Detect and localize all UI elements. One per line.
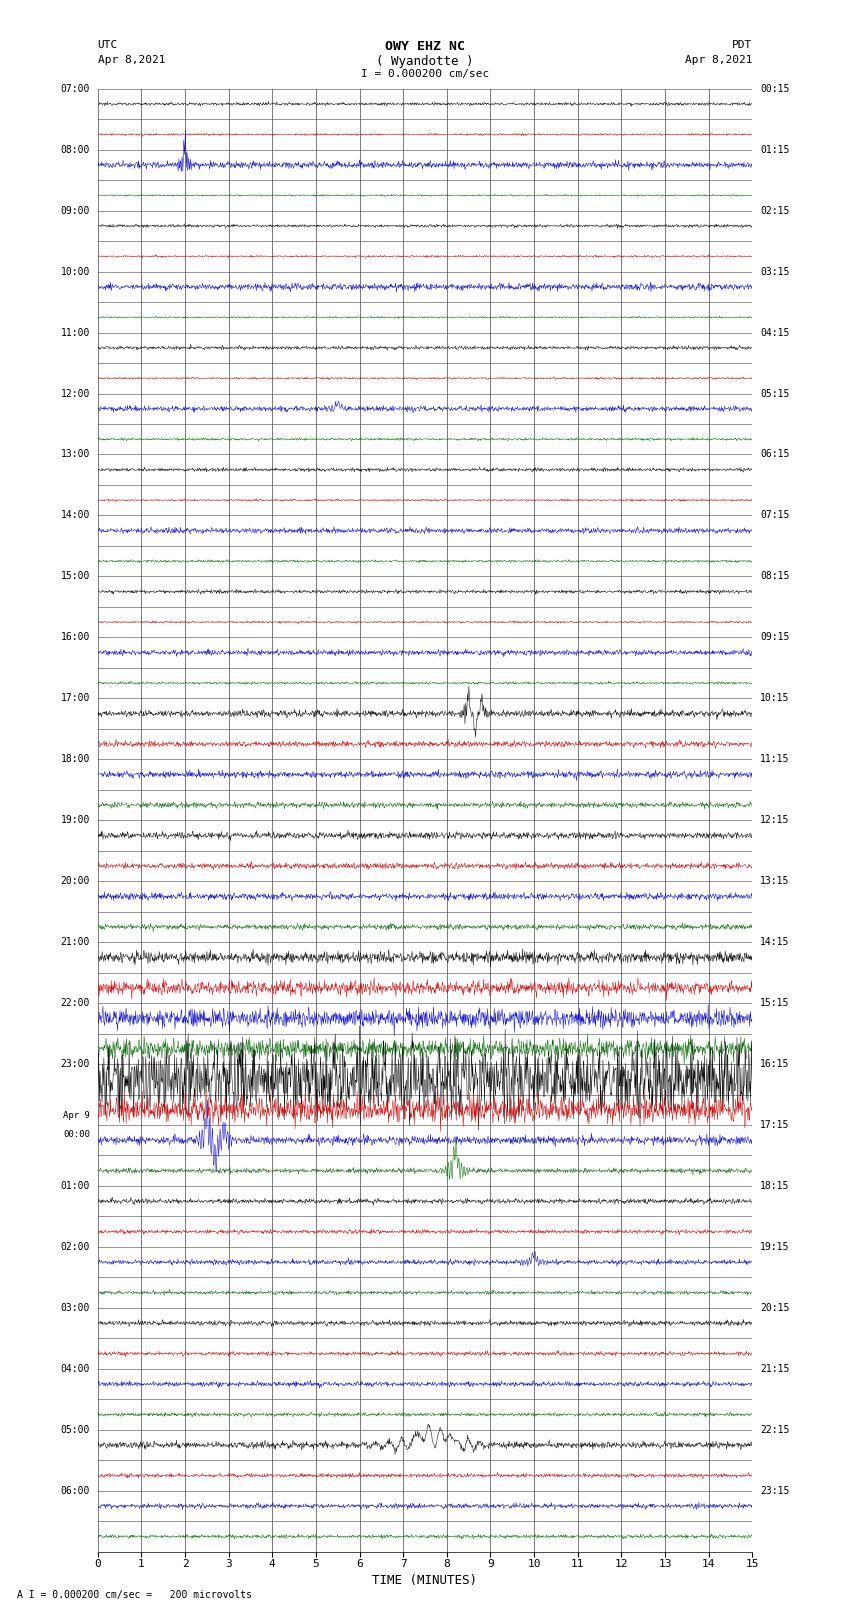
Text: 08:15: 08:15 [760,571,790,581]
Text: 23:00: 23:00 [60,1060,90,1069]
Text: 19:00: 19:00 [60,815,90,826]
Text: 23:15: 23:15 [760,1486,790,1495]
Text: 01:15: 01:15 [760,145,790,155]
Text: 13:15: 13:15 [760,876,790,886]
Text: 16:00: 16:00 [60,632,90,642]
Text: 20:15: 20:15 [760,1303,790,1313]
Text: 09:15: 09:15 [760,632,790,642]
Text: 22:15: 22:15 [760,1424,790,1436]
Text: 07:00: 07:00 [60,84,90,94]
Text: 10:15: 10:15 [760,694,790,703]
Text: 12:15: 12:15 [760,815,790,826]
Text: UTC: UTC [98,40,118,50]
Text: 09:00: 09:00 [60,205,90,216]
Text: 11:00: 11:00 [60,327,90,337]
Text: 11:15: 11:15 [760,755,790,765]
Text: PDT: PDT [732,40,752,50]
Text: Apr 9: Apr 9 [63,1111,90,1121]
Text: 14:00: 14:00 [60,510,90,521]
Text: 16:15: 16:15 [760,1060,790,1069]
Text: 21:15: 21:15 [760,1365,790,1374]
Text: A I = 0.000200 cm/sec =   200 microvolts: A I = 0.000200 cm/sec = 200 microvolts [17,1590,252,1600]
Text: 07:15: 07:15 [760,510,790,521]
Text: 06:00: 06:00 [60,1486,90,1495]
Text: 22:00: 22:00 [60,998,90,1008]
Text: 08:00: 08:00 [60,145,90,155]
Text: 13:00: 13:00 [60,450,90,460]
Text: 21:00: 21:00 [60,937,90,947]
Text: 05:15: 05:15 [760,389,790,398]
Text: 01:00: 01:00 [60,1181,90,1190]
Text: 15:00: 15:00 [60,571,90,581]
Text: 04:15: 04:15 [760,327,790,337]
Text: 19:15: 19:15 [760,1242,790,1252]
Text: OWY EHZ NC: OWY EHZ NC [385,40,465,53]
X-axis label: TIME (MINUTES): TIME (MINUTES) [372,1574,478,1587]
Text: ( Wyandotte ): ( Wyandotte ) [377,55,473,68]
Text: 20:00: 20:00 [60,876,90,886]
Text: 02:00: 02:00 [60,1242,90,1252]
Text: 02:15: 02:15 [760,205,790,216]
Text: 15:15: 15:15 [760,998,790,1008]
Text: 05:00: 05:00 [60,1424,90,1436]
Text: 17:15: 17:15 [760,1119,790,1131]
Text: 04:00: 04:00 [60,1365,90,1374]
Text: 18:15: 18:15 [760,1181,790,1190]
Text: 10:00: 10:00 [60,266,90,276]
Text: 14:15: 14:15 [760,937,790,947]
Text: 18:00: 18:00 [60,755,90,765]
Text: 00:15: 00:15 [760,84,790,94]
Text: 03:00: 03:00 [60,1303,90,1313]
Text: Apr 8,2021: Apr 8,2021 [98,55,165,65]
Text: 12:00: 12:00 [60,389,90,398]
Text: 03:15: 03:15 [760,266,790,276]
Text: 00:00: 00:00 [63,1129,90,1139]
Text: Apr 8,2021: Apr 8,2021 [685,55,752,65]
Text: 17:00: 17:00 [60,694,90,703]
Text: 06:15: 06:15 [760,450,790,460]
Text: I = 0.000200 cm/sec: I = 0.000200 cm/sec [361,69,489,79]
